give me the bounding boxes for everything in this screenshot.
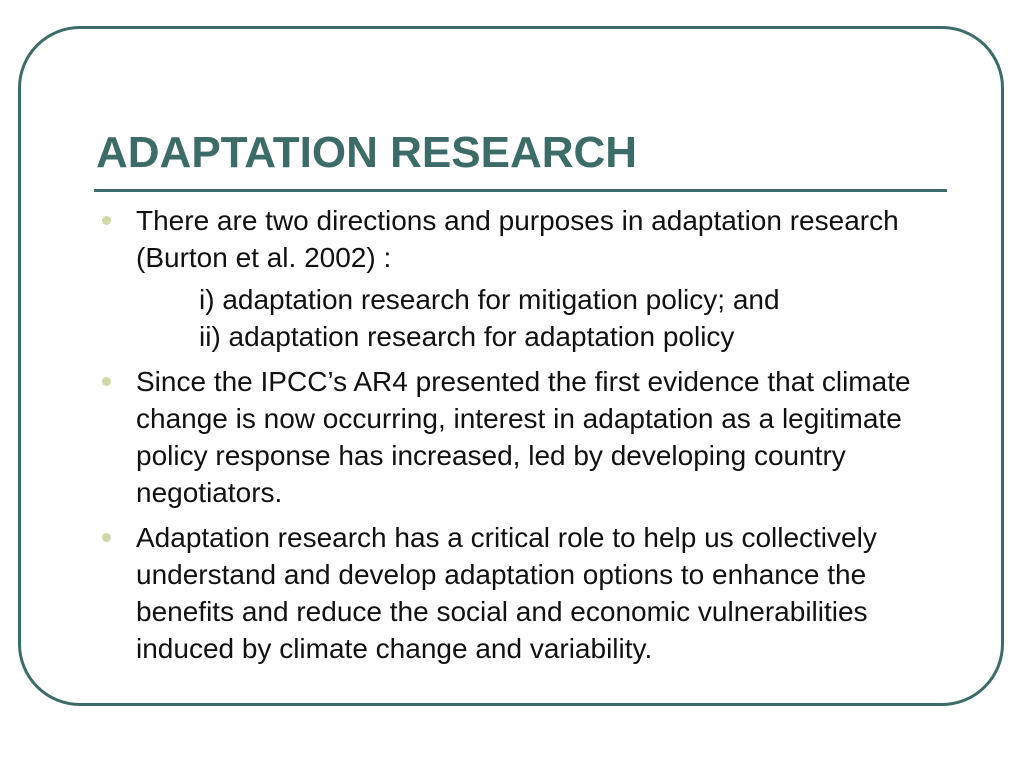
bullet-dot-icon — [102, 216, 111, 225]
bullet-text: Adaptation research has a critical role … — [136, 522, 877, 664]
bullet-dot-icon — [102, 377, 111, 386]
slide-title: ADAPTATION RESEARCH — [96, 128, 638, 177]
bullet-item: Since the IPCC’s AR4 presented the first… — [96, 363, 946, 511]
sub-item: i) adaptation research for mitigation po… — [199, 284, 780, 315]
title-divider — [94, 189, 947, 192]
bullet-text: Since the IPCC’s AR4 presented the first… — [136, 366, 911, 508]
bullet-item: Adaptation research has a critical role … — [96, 519, 946, 667]
bullet-text: There are two directions and purposes in… — [136, 205, 899, 273]
bullet-dot-icon — [102, 533, 111, 542]
sub-list: i) adaptation research for mitigation po… — [136, 281, 946, 355]
bullet-item: There are two directions and purposes in… — [96, 202, 946, 355]
slide-frame — [18, 26, 1004, 706]
sub-item: ii) adaptation research for adaptation p… — [199, 321, 735, 352]
bullet-list: There are two directions and purposes in… — [96, 202, 946, 675]
